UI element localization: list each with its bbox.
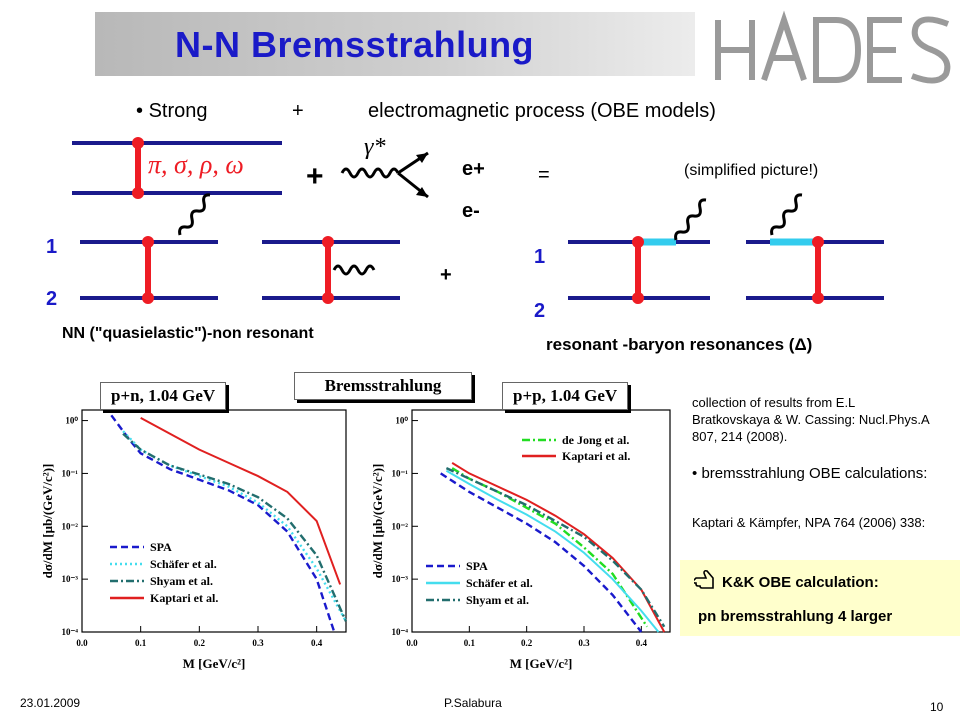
y-tick-label: 10⁻¹ bbox=[392, 468, 409, 478]
x-tick-label: 0.3 bbox=[578, 638, 590, 648]
bullet-em: electromagnetic process (OBE models) bbox=[368, 100, 716, 122]
y-tick-label: 10⁰ bbox=[65, 416, 78, 426]
legend-label: SPA bbox=[150, 540, 172, 554]
collection-note: collection of results from E.L Bratkovsk… bbox=[692, 395, 929, 444]
resonant-label: resonant -baryon resonances (Δ) bbox=[546, 335, 813, 354]
page-number: 10 bbox=[930, 700, 944, 714]
x-tick-label: 0.2 bbox=[194, 638, 206, 648]
kk-highlight-box: K&K OBE calculation: pn bremsstrahlung 4… bbox=[680, 560, 960, 636]
x-tick-label: 0.1 bbox=[464, 638, 476, 648]
series-line bbox=[440, 472, 643, 633]
y-tick-label: 10⁻² bbox=[392, 521, 409, 531]
x-tick-label: 0.4 bbox=[636, 638, 648, 648]
y-tick-label: 10⁻³ bbox=[392, 574, 409, 584]
photon-d bbox=[770, 193, 803, 236]
bullet-strong: Strong bbox=[148, 100, 208, 122]
photon-a bbox=[178, 193, 211, 236]
footer-date: 23.01.2009 bbox=[20, 696, 81, 710]
series-line bbox=[140, 417, 342, 585]
nucleon-2-left: 2 bbox=[46, 288, 58, 310]
plus-big: + bbox=[306, 160, 324, 193]
footer-author: P.Salabura bbox=[444, 696, 502, 710]
photon-c bbox=[674, 198, 707, 241]
title-bar bbox=[95, 12, 695, 76]
series-line bbox=[110, 414, 336, 633]
chart-pp: 10⁰ 10⁻¹ 10⁻² 10⁻³ 10⁻⁴0.0 0.1 0.2 0.3 0.4 M [GeV… bbox=[370, 409, 671, 671]
bullet-line: • Strong bbox=[136, 100, 208, 123]
legend-label: de Jong et al. bbox=[562, 433, 629, 447]
bullet-plus: + bbox=[292, 100, 304, 122]
bullet-dot: • bbox=[136, 100, 149, 122]
tag-pp: p+p, 1.04 GeV bbox=[502, 382, 629, 410]
plot-frame bbox=[81, 409, 347, 633]
series-line bbox=[451, 462, 666, 633]
legend-label: Shyam et al. bbox=[466, 593, 529, 607]
nucleon-2-right: 2 bbox=[534, 300, 546, 322]
chart-pn: 10⁰ 10⁻¹ 10⁻² 10⁻³ 10⁻⁴0.0 0.1 0.2 0.3 0.4 M [GeV… bbox=[40, 409, 348, 671]
tag-pn: p+n, 1.04 GeV bbox=[100, 382, 227, 410]
x-tick-label: 0.2 bbox=[521, 638, 533, 648]
legend-label: Schäfer et al. bbox=[466, 576, 533, 590]
obe-bullet: • bremsstrahlung OBE calculations: bbox=[692, 464, 942, 484]
photon-b bbox=[332, 264, 376, 276]
series-line bbox=[445, 467, 666, 628]
y-tick-label: 10⁰ bbox=[395, 416, 408, 426]
nn-label: NN ("quasielastic")-non resonant bbox=[62, 325, 314, 342]
y-axis-label: dσ/dM [μb/(GeV/c²)] bbox=[370, 464, 385, 579]
meson-label: π, σ, ρ, ω bbox=[148, 150, 244, 179]
simplified-note: (simplified picture!) bbox=[684, 162, 819, 179]
y-tick-label: 10⁻² bbox=[62, 521, 79, 531]
y-tick-label: 10⁻⁴ bbox=[62, 627, 79, 637]
legend-label: Shyam et al. bbox=[150, 574, 213, 588]
y-tick-label: 10⁻¹ bbox=[62, 468, 79, 478]
x-axis-label: M [GeV/c²] bbox=[510, 656, 573, 671]
eplus-label: e+ bbox=[462, 158, 485, 180]
legend-label: Kaptari et al. bbox=[562, 449, 630, 463]
y-axis-label: dσ/dM [μb/(GeV/c²)] bbox=[40, 464, 55, 579]
kk-ref: Kaptari & Kämpfer, NPA 764 (2006) 338: bbox=[692, 515, 926, 530]
x-axis-label: M [GeV/c²] bbox=[183, 656, 246, 671]
x-tick-label: 0.4 bbox=[311, 638, 323, 648]
x-tick-label: 0.0 bbox=[76, 638, 88, 648]
x-tick-label: 0.0 bbox=[406, 638, 418, 648]
hades-logo bbox=[715, 10, 951, 84]
nucleon-1-left: 1 bbox=[46, 236, 58, 258]
obe-bullet-text: bremsstrahlung OBE calculations: bbox=[701, 465, 928, 482]
feynman-diagrams bbox=[72, 137, 884, 304]
legend-label: Schäfer et al. bbox=[150, 557, 217, 571]
kk-line2: pn bremsstrahlung 4 larger bbox=[698, 608, 893, 625]
x-tick-label: 0.1 bbox=[135, 638, 147, 648]
legend-label: Kaptari et al. bbox=[150, 591, 218, 605]
gamma-label: γ* bbox=[364, 134, 386, 160]
nucleon-1-right: 1 bbox=[534, 246, 546, 268]
legend-label: SPA bbox=[466, 559, 488, 573]
tag-bremsstrahlung: Bremsstrahlung bbox=[294, 372, 472, 400]
obe-bullet-dot: • bbox=[692, 465, 698, 482]
equals-sign: = bbox=[538, 164, 550, 186]
y-tick-label: 10⁻³ bbox=[62, 574, 79, 584]
plus-mid: + bbox=[440, 264, 452, 286]
series-line bbox=[122, 432, 348, 622]
series-line bbox=[445, 469, 660, 633]
y-tick-label: 10⁻⁴ bbox=[392, 627, 409, 637]
virtual-photon bbox=[340, 167, 400, 179]
slide-title: N-N Bremsstrahlung bbox=[175, 24, 535, 65]
x-tick-label: 0.3 bbox=[252, 638, 264, 648]
kk-line1: K&K OBE calculation: bbox=[722, 574, 879, 591]
plot-frame bbox=[411, 409, 671, 633]
pointing-hand-icon bbox=[694, 569, 714, 589]
eminus-label: e- bbox=[462, 200, 480, 222]
